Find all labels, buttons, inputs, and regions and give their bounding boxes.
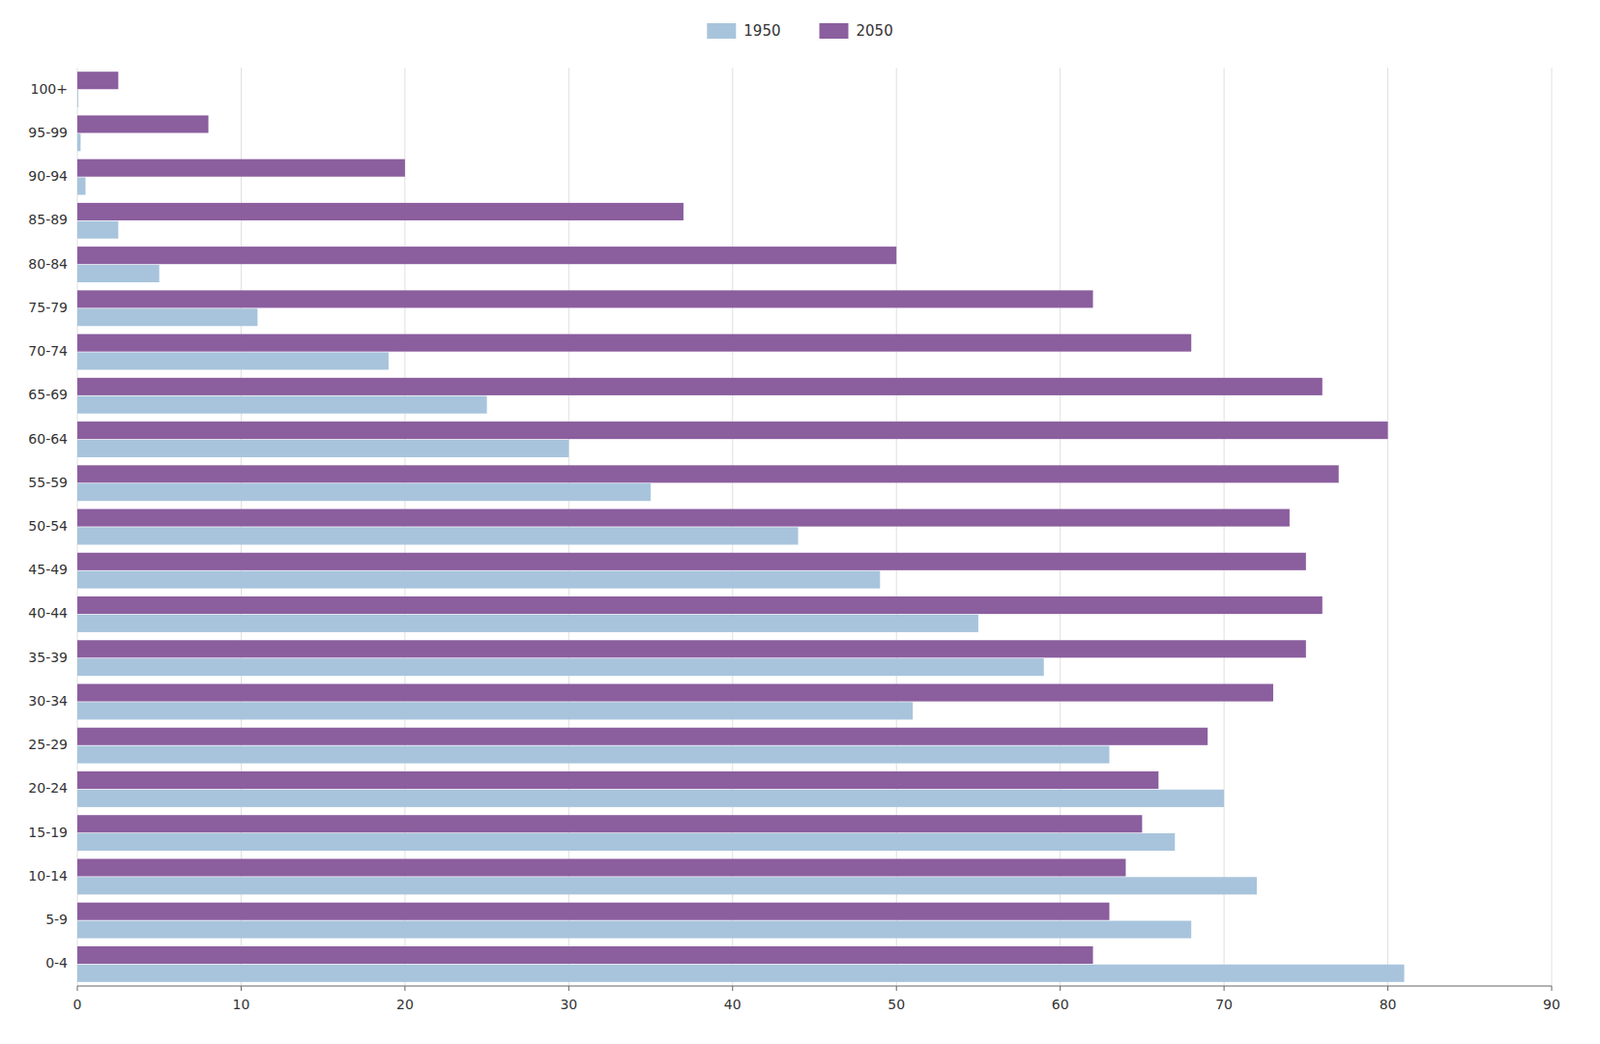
bar <box>77 701 913 720</box>
grid-line <box>1551 67 1553 987</box>
legend: 1950 2050 <box>706 22 893 40</box>
bar <box>77 727 1208 746</box>
x-tick <box>568 986 570 991</box>
x-tick <box>77 986 79 991</box>
x-tick-label: 80 <box>1379 996 1397 1013</box>
y-tick-label: 75-79 <box>28 299 68 316</box>
x-tick-label: 40 <box>724 996 742 1013</box>
bar <box>77 115 209 133</box>
y-tick-label: 35-39 <box>28 649 68 666</box>
y-tick-label: 100+ <box>30 81 68 97</box>
bar <box>77 858 1126 876</box>
bar <box>77 552 1307 571</box>
legend-label: 2050 <box>856 22 894 40</box>
y-tick-label: 5-9 <box>45 911 68 928</box>
y-tick-label: 60-64 <box>28 431 68 447</box>
x-tick-label: 90 <box>1542 996 1561 1013</box>
bar <box>77 290 1094 308</box>
bar <box>77 509 1290 527</box>
bar <box>77 483 651 501</box>
y-tick-label: 85-89 <box>28 211 68 228</box>
bar <box>77 396 488 414</box>
y-tick-label: 65-69 <box>28 386 68 403</box>
legend-swatch <box>819 23 849 39</box>
y-tick-label: 70-74 <box>28 343 68 359</box>
x-tick <box>731 986 733 991</box>
bars <box>77 71 1405 983</box>
bar <box>77 921 1192 939</box>
bar <box>77 378 1323 396</box>
x-tick <box>1551 986 1553 991</box>
legend-label: 1950 <box>743 22 781 40</box>
y-tick-label: 15-19 <box>28 824 68 841</box>
bar <box>77 596 1323 614</box>
x-tick <box>1387 986 1389 991</box>
y-tick-label: 45-49 <box>28 561 68 578</box>
legend-swatch <box>706 23 736 39</box>
bar <box>77 746 1110 764</box>
grid-line <box>1223 67 1225 987</box>
bar <box>77 308 258 326</box>
bar <box>77 334 1192 352</box>
bar <box>77 133 81 151</box>
x-axis-line <box>77 986 1552 988</box>
y-tick-label: 25-29 <box>28 736 68 753</box>
grid <box>77 67 1552 987</box>
x-tick-label: 0 <box>73 996 83 1013</box>
bar <box>77 902 1110 921</box>
x-tick-label: 20 <box>396 996 414 1013</box>
x-tick <box>404 986 406 991</box>
bar <box>77 833 1175 851</box>
bar <box>77 159 406 177</box>
bar <box>77 203 684 221</box>
y-tick-label: 55-59 <box>28 474 68 491</box>
bar <box>77 658 1045 676</box>
bar <box>77 264 160 283</box>
x-tick <box>1223 986 1225 991</box>
x-tick <box>896 986 898 991</box>
bar <box>77 789 1224 808</box>
x-tick-label: 60 <box>1051 996 1070 1013</box>
bar <box>77 640 1307 658</box>
x-tick-label: 10 <box>232 996 251 1013</box>
bar <box>77 439 569 458</box>
bar <box>77 964 1405 983</box>
x-tick <box>1059 986 1061 991</box>
bar <box>77 876 1257 895</box>
x-tick-label: 50 <box>887 996 905 1013</box>
bar <box>77 421 1389 439</box>
y-tick-label: 50-54 <box>28 518 68 534</box>
bar <box>77 683 1274 701</box>
bar <box>77 221 118 239</box>
y-axis: 0-4 5-9 10-14 15-19 20-24 25-29 30-34 35-39 40-4… <box>28 81 68 972</box>
bar <box>77 351 389 370</box>
grid-line <box>1387 67 1389 987</box>
bar <box>77 89 79 108</box>
bar <box>77 946 1094 964</box>
y-tick-label: 95-99 <box>28 124 68 141</box>
bar <box>77 614 979 633</box>
y-tick-label: 30-34 <box>28 693 68 709</box>
y-tick-label: 90-94 <box>28 168 68 184</box>
chart-container: 0 10 20 30 40 50 60 70 80 90 0-4 5-9 10-14 15-19 20-24… <box>0 0 1600 1044</box>
y-tick-label: 80-84 <box>28 256 68 272</box>
y-tick-label: 40-44 <box>28 605 68 621</box>
bar <box>77 771 1159 789</box>
bar <box>77 526 799 545</box>
bar <box>77 246 897 264</box>
x-tick-label: 70 <box>1215 996 1233 1013</box>
bar <box>77 465 1339 483</box>
y-tick-label: 20-24 <box>28 780 68 796</box>
x-tick-label: 30 <box>559 996 578 1013</box>
x-tick <box>240 986 242 991</box>
x-axis: 0 10 20 30 40 50 60 70 80 90 <box>73 986 1561 1013</box>
bar <box>77 814 1142 833</box>
bar <box>77 71 118 89</box>
chart: 0 10 20 30 40 50 60 70 80 90 0-4 5-9 10-14 15-19 20-24… <box>0 0 1600 1044</box>
y-tick-label: 10-14 <box>28 868 68 884</box>
y-tick-label: 0-4 <box>45 955 68 971</box>
bar <box>77 176 86 195</box>
bar <box>77 571 880 589</box>
